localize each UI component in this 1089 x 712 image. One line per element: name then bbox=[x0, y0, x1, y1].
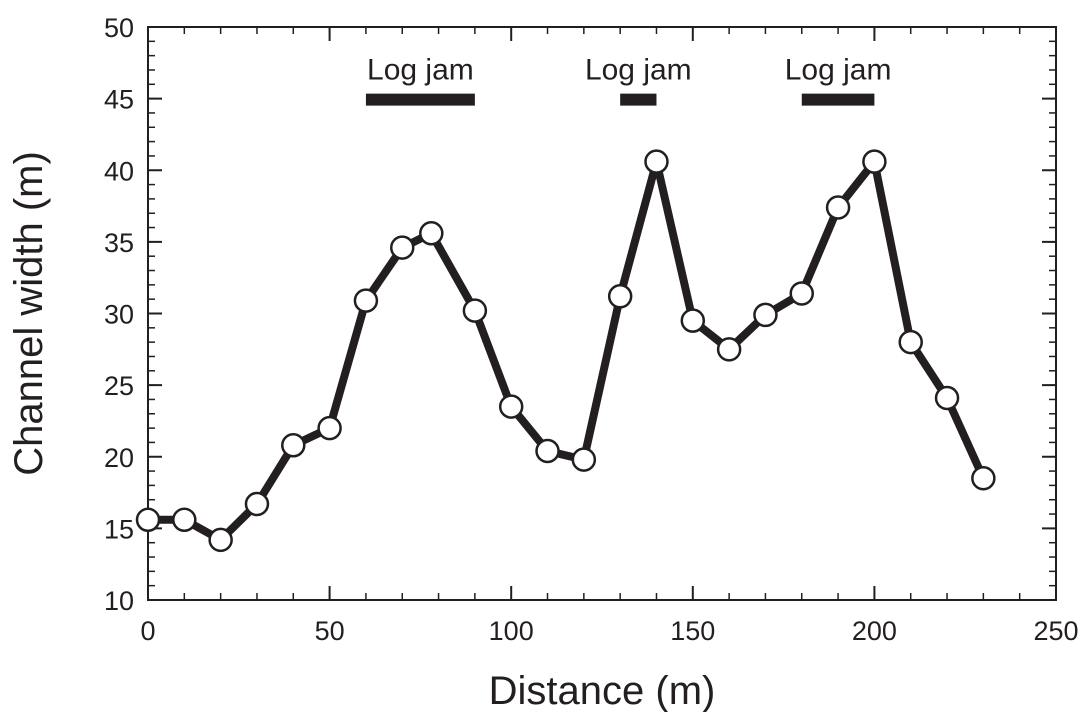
y-axis-title: Channel width (m) bbox=[7, 151, 51, 476]
y-tick-label: 25 bbox=[104, 371, 134, 401]
x-axis-title: Distance (m) bbox=[489, 669, 716, 712]
y-tick-label: 45 bbox=[104, 85, 134, 115]
y-tick-label: 20 bbox=[104, 443, 134, 473]
data-point bbox=[825, 195, 851, 220]
log-jam-label: Log jam bbox=[785, 54, 892, 87]
data-point bbox=[753, 302, 778, 328]
x-tick-label: 100 bbox=[489, 616, 534, 646]
data-point bbox=[789, 281, 815, 306]
data-point bbox=[535, 438, 560, 464]
y-tick-label: 15 bbox=[104, 514, 134, 544]
x-tick-label: 250 bbox=[1033, 616, 1078, 646]
log-jam-label: Log jam bbox=[367, 54, 474, 87]
data-point bbox=[607, 284, 633, 309]
data-point bbox=[281, 433, 306, 458]
data-point bbox=[172, 507, 197, 533]
data-point bbox=[317, 415, 342, 441]
plot-frame bbox=[147, 26, 1057, 601]
x-tick-label: 0 bbox=[140, 616, 155, 646]
y-tick-label: 50 bbox=[104, 13, 134, 43]
x-tick-label: 50 bbox=[315, 616, 345, 646]
data-point bbox=[462, 298, 488, 323]
data-point bbox=[571, 447, 597, 472]
data-point bbox=[135, 507, 161, 533]
x-tick-label: 150 bbox=[670, 616, 715, 646]
minor-ticks bbox=[147, 26, 1057, 601]
y-tick-label: 10 bbox=[104, 586, 134, 616]
log-jam-label: Log jam bbox=[585, 54, 692, 87]
y-tick-labels: 10 15 20 25 30 35 40 45 50 bbox=[104, 13, 134, 616]
data-point bbox=[353, 288, 379, 313]
series-line bbox=[148, 152, 988, 545]
y-tick-label: 40 bbox=[104, 156, 134, 186]
data-point bbox=[862, 149, 887, 174]
data-point bbox=[934, 385, 960, 411]
data-point bbox=[971, 465, 996, 491]
x-tick-label: 200 bbox=[852, 616, 897, 646]
data-point bbox=[716, 337, 742, 362]
data-point bbox=[208, 527, 233, 553]
data-point bbox=[244, 491, 270, 517]
data-point bbox=[898, 329, 923, 355]
x-tick-labels: 0 50 100 150 200 250 bbox=[140, 616, 1078, 646]
annotations: Log jam Log jam Log jam bbox=[365, 54, 892, 106]
data-point bbox=[644, 149, 669, 174]
data-point bbox=[680, 308, 706, 333]
data-point bbox=[419, 221, 444, 246]
data-points bbox=[135, 149, 996, 553]
y-tick-label: 35 bbox=[104, 228, 134, 258]
major-ticks bbox=[147, 26, 1057, 601]
data-point bbox=[389, 235, 415, 260]
y-tick-label: 30 bbox=[104, 300, 134, 330]
data-point bbox=[498, 394, 524, 419]
